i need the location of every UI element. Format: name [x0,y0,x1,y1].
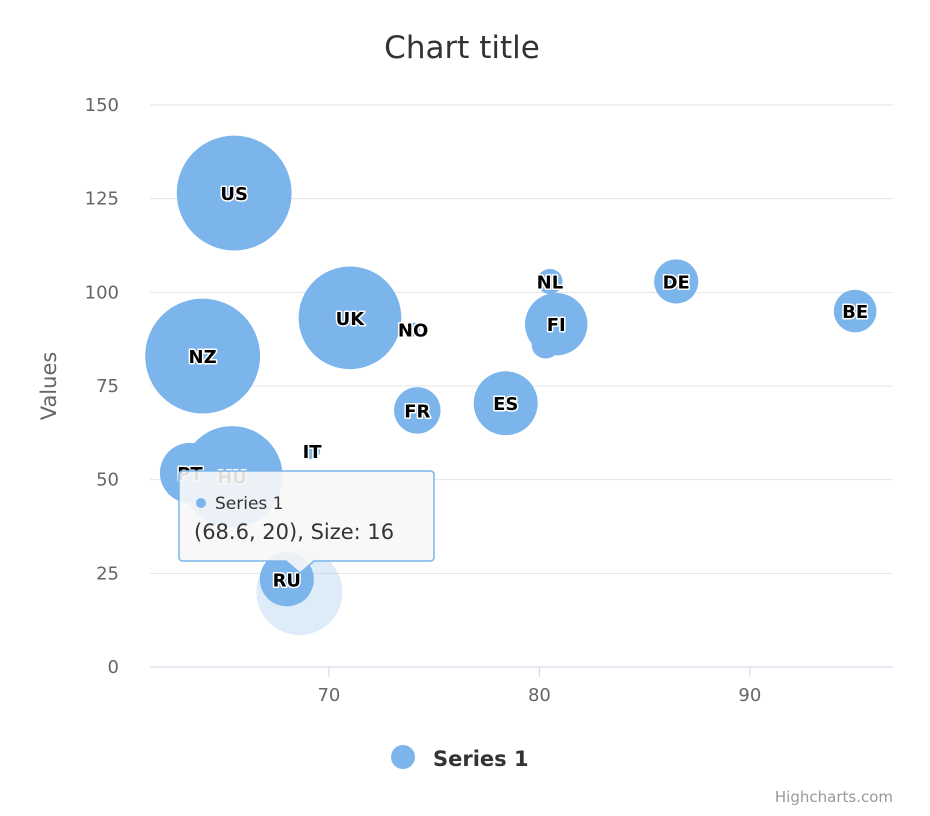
tooltip-series-dot [196,498,206,508]
tooltip-series-name: Series 1 [215,494,284,514]
bubble-data-label: DE [663,272,690,293]
bubble-data-label: IT [303,442,323,463]
y-tick-label: 150 [85,95,119,116]
bubble-data-label: US [220,184,248,205]
bubble-point[interactable] [525,292,588,356]
bubble-point[interactable] [406,322,421,337]
x-tick-label: 90 [738,685,761,706]
bubble-point[interactable] [304,443,321,460]
legend-item-series-1[interactable]: Series 1 [391,745,529,771]
axis-layer: 0 25 50 75 100 125 150 70 80 90 [85,95,762,706]
bubble-point[interactable] [298,266,402,370]
bubble-data-label: NZ [189,347,217,368]
legend-marker [391,745,415,769]
y-tick-label: 50 [96,470,119,491]
bubble-data-label: RU [273,570,301,591]
bubble-data-label: NL [537,272,564,293]
tooltip-value-text: (68.6, 20), Size: 16 [194,520,394,544]
bubble-point[interactable] [145,298,261,414]
y-tick-label: 0 [108,657,119,678]
bubble-point[interactable] [473,371,538,436]
label-layer: USNZHUPTUKNOFRITESNLFIDEBERU [176,183,870,593]
credits-link[interactable]: Highcharts.com [775,788,893,806]
bubble-point[interactable] [654,259,699,304]
y-tick-label: 75 [96,376,119,397]
tooltip: Series 1 (68.6, 20), Size: 16 [178,470,435,574]
bubble-data-label: FI [547,315,566,336]
tooltip-box [178,470,435,574]
legend-label: Series 1 [433,747,529,771]
y-tick-label: 125 [85,189,119,210]
bubble-point[interactable] [394,387,441,434]
y-axis-label: Values [37,352,61,421]
bubble-point[interactable] [833,289,877,333]
bubble-data-label: BE [842,302,868,323]
chart-title: Chart title [384,30,540,66]
y-tick-label: 100 [85,282,119,303]
bubble-data-label: UK [336,309,366,330]
x-tick-label: 80 [528,685,551,706]
bubble-data-label: FR [404,401,430,422]
y-tick-label: 25 [96,563,119,584]
bubble-data-label: ES [493,394,518,415]
bubble-data-label: NO [398,320,428,341]
x-tick-label: 70 [317,685,340,706]
bubble-point[interactable] [537,268,563,295]
bubble-point[interactable] [176,135,292,251]
